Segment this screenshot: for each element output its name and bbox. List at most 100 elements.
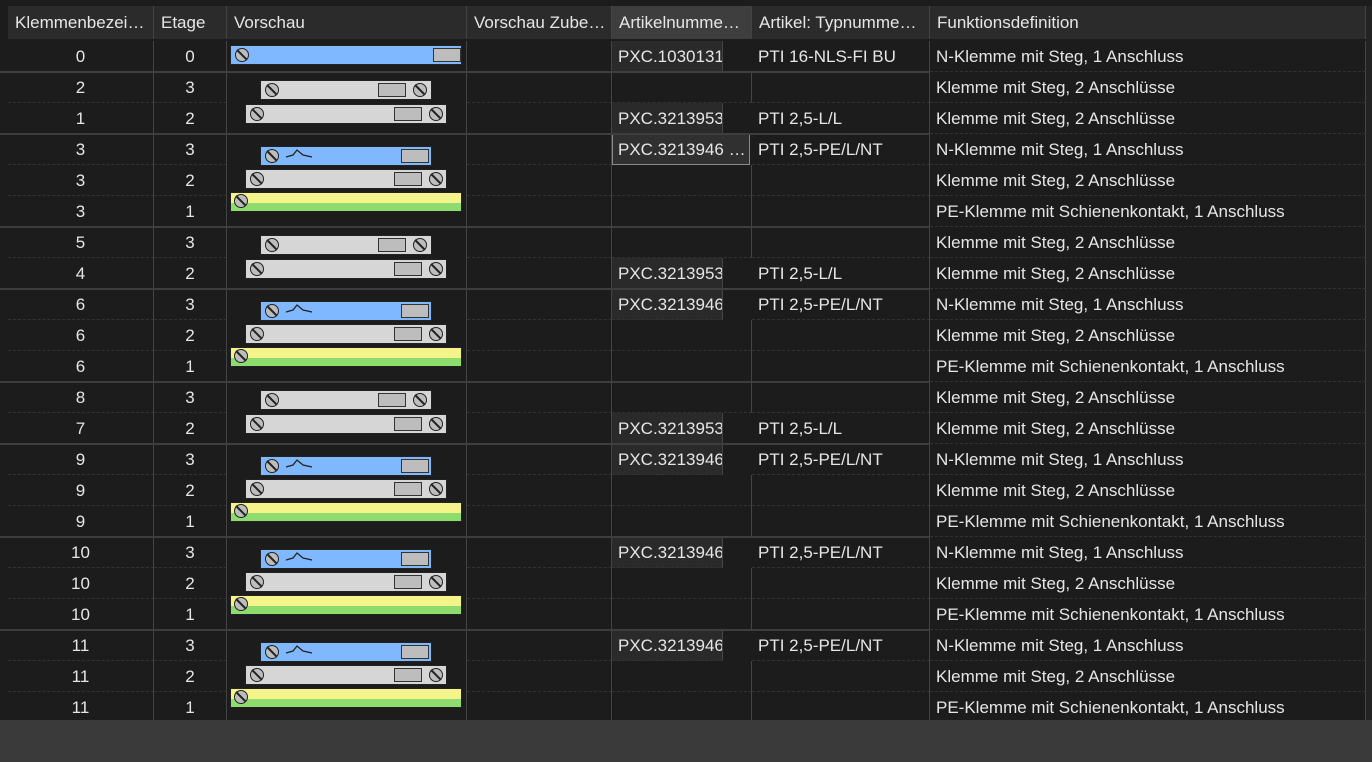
cell-vorschau-zubehoer[interactable] bbox=[467, 537, 612, 568]
cell-vorschau-zubehoer[interactable] bbox=[467, 41, 612, 72]
cell-etage[interactable]: 2 bbox=[154, 165, 227, 196]
cell-artikelnummer[interactable] bbox=[612, 382, 752, 413]
cell-artikelnummer[interactable] bbox=[612, 661, 752, 692]
cell-artikelnummer[interactable]: PXC.3213953 bbox=[612, 413, 723, 444]
cell-typnummer[interactable] bbox=[752, 568, 930, 599]
cell-klemme[interactable]: 10 bbox=[8, 568, 154, 599]
cell-etage[interactable]: 2 bbox=[154, 103, 227, 134]
cell-klemme[interactable]: 3 bbox=[8, 134, 154, 165]
cell-vorschau-zubehoer[interactable] bbox=[467, 692, 612, 720]
cell-funktionsdefinition[interactable]: Klemme mit Steg, 2 Anschlüsse bbox=[930, 165, 1366, 196]
cell-vorschau-zubehoer[interactable] bbox=[467, 134, 612, 165]
cell-klemme[interactable]: 10 bbox=[8, 537, 154, 568]
cell-etage[interactable]: 3 bbox=[154, 630, 227, 661]
terminal-preview[interactable] bbox=[227, 289, 467, 382]
terminal-preview[interactable] bbox=[227, 41, 467, 72]
cell-funktionsdefinition[interactable]: PE-Klemme mit Schienenkontakt, 1 Anschlu… bbox=[930, 351, 1366, 382]
cell-artikelnummer[interactable] bbox=[612, 165, 752, 196]
cell-funktionsdefinition[interactable]: Klemme mit Steg, 2 Anschlüsse bbox=[930, 320, 1366, 351]
cell-vorschau-zubehoer[interactable] bbox=[467, 382, 612, 413]
cell-funktionsdefinition[interactable]: Klemme mit Steg, 2 Anschlüsse bbox=[930, 72, 1366, 103]
column-header-vorschau-zubehoer[interactable]: Vorschau Zube… bbox=[467, 6, 612, 39]
cell-klemme[interactable]: 9 bbox=[8, 444, 154, 475]
cell-klemme[interactable]: 2 bbox=[8, 72, 154, 103]
cell-etage[interactable]: 2 bbox=[154, 661, 227, 692]
cell-etage[interactable]: 2 bbox=[154, 320, 227, 351]
cell-vorschau-zubehoer[interactable] bbox=[467, 599, 612, 630]
cell-typnummer[interactable]: PTI 2,5-PE/L/NT bbox=[752, 134, 930, 165]
cell-klemme[interactable]: 0 bbox=[8, 41, 154, 72]
cell-etage[interactable]: 2 bbox=[154, 413, 227, 444]
cell-klemme[interactable]: 9 bbox=[8, 506, 154, 537]
cell-etage[interactable]: 1 bbox=[154, 196, 227, 227]
cell-funktionsdefinition[interactable]: PE-Klemme mit Schienenkontakt, 1 Anschlu… bbox=[930, 599, 1366, 630]
cell-artikelnummer[interactable]: PXC.3213953 bbox=[612, 103, 723, 134]
cell-artikelnummer[interactable] bbox=[612, 72, 752, 103]
cell-klemme[interactable]: 11 bbox=[8, 661, 154, 692]
cell-funktionsdefinition[interactable]: Klemme mit Steg, 2 Anschlüsse bbox=[930, 258, 1366, 289]
cell-funktionsdefinition[interactable]: N-Klemme mit Steg, 1 Anschluss bbox=[930, 289, 1366, 320]
cell-vorschau-zubehoer[interactable] bbox=[467, 413, 612, 444]
cell-typnummer[interactable] bbox=[752, 320, 930, 351]
cell-funktionsdefinition[interactable]: Klemme mit Steg, 2 Anschlüsse bbox=[930, 103, 1366, 134]
cell-klemme[interactable]: 6 bbox=[8, 289, 154, 320]
cell-typnummer[interactable] bbox=[752, 475, 930, 506]
cell-typnummer[interactable] bbox=[752, 227, 930, 258]
cell-klemme[interactable]: 5 bbox=[8, 227, 154, 258]
cell-funktionsdefinition[interactable]: Klemme mit Steg, 2 Anschlüsse bbox=[930, 568, 1366, 599]
terminal-preview[interactable] bbox=[227, 444, 467, 537]
cell-etage[interactable]: 3 bbox=[154, 227, 227, 258]
cell-etage[interactable]: 2 bbox=[154, 568, 227, 599]
cell-vorschau-zubehoer[interactable] bbox=[467, 568, 612, 599]
cell-typnummer[interactable] bbox=[752, 165, 930, 196]
cell-vorschau-zubehoer[interactable] bbox=[467, 196, 612, 227]
cell-klemme[interactable]: 11 bbox=[8, 692, 154, 720]
cell-vorschau-zubehoer[interactable] bbox=[467, 444, 612, 475]
cell-artikelnummer[interactable] bbox=[612, 506, 752, 537]
cell-funktionsdefinition[interactable]: N-Klemme mit Steg, 1 Anschluss bbox=[930, 444, 1366, 475]
terminal-preview[interactable] bbox=[227, 630, 467, 720]
cell-typnummer[interactable] bbox=[752, 196, 930, 227]
cell-typnummer[interactable]: PTI 16-NLS-FI BU bbox=[752, 41, 930, 72]
cell-artikelnummer[interactable]: PXC.3213946 bbox=[612, 630, 723, 661]
cell-klemme[interactable]: 1 bbox=[8, 103, 154, 134]
cell-klemme[interactable]: 8 bbox=[8, 382, 154, 413]
cell-funktionsdefinition[interactable]: N-Klemme mit Steg, 1 Anschluss bbox=[930, 134, 1366, 165]
cell-klemme[interactable]: 3 bbox=[8, 196, 154, 227]
cell-typnummer[interactable]: PTI 2,5-PE/L/NT bbox=[752, 537, 930, 568]
terminal-preview[interactable] bbox=[227, 227, 467, 289]
column-header-etage[interactable]: Etage bbox=[154, 6, 227, 39]
cell-funktionsdefinition[interactable]: N-Klemme mit Steg, 1 Anschluss bbox=[930, 41, 1366, 72]
cell-vorschau-zubehoer[interactable] bbox=[467, 289, 612, 320]
cell-vorschau-zubehoer[interactable] bbox=[467, 351, 612, 382]
cell-etage[interactable]: 2 bbox=[154, 475, 227, 506]
cell-funktionsdefinition[interactable]: PE-Klemme mit Schienenkontakt, 1 Anschlu… bbox=[930, 506, 1366, 537]
cell-artikelnummer[interactable] bbox=[612, 599, 752, 630]
cell-klemme[interactable]: 9 bbox=[8, 475, 154, 506]
cell-typnummer[interactable] bbox=[752, 351, 930, 382]
column-header-artikelnummer[interactable]: Artikelnumme… bbox=[612, 6, 752, 39]
cell-artikelnummer[interactable]: PXC.3213946 bbox=[612, 289, 723, 320]
cell-etage[interactable]: 3 bbox=[154, 537, 227, 568]
column-header-vorschau[interactable]: Vorschau bbox=[227, 6, 467, 39]
cell-etage[interactable]: 3 bbox=[154, 444, 227, 475]
cell-etage[interactable]: 3 bbox=[154, 289, 227, 320]
cell-klemme[interactable]: 6 bbox=[8, 351, 154, 382]
cell-funktionsdefinition[interactable]: N-Klemme mit Steg, 1 Anschluss bbox=[930, 630, 1366, 661]
cell-typnummer[interactable] bbox=[752, 599, 930, 630]
cell-artikelnummer[interactable]: PXC.1030131 bbox=[612, 41, 723, 72]
cell-etage[interactable]: 3 bbox=[154, 382, 227, 413]
cell-etage[interactable]: 1 bbox=[154, 599, 227, 630]
cell-artikelnummer[interactable] bbox=[612, 320, 752, 351]
cell-typnummer[interactable]: PTI 2,5-L/L bbox=[752, 103, 930, 134]
terminal-preview[interactable] bbox=[227, 72, 467, 134]
column-header-typnummer[interactable]: Artikel: Typnumme… bbox=[752, 6, 930, 39]
cell-typnummer[interactable]: PTI 2,5-L/L bbox=[752, 413, 930, 444]
cell-artikelnummer[interactable] bbox=[612, 227, 752, 258]
cell-vorschau-zubehoer[interactable] bbox=[467, 475, 612, 506]
cell-typnummer[interactable]: PTI 2,5-PE/L/NT bbox=[752, 289, 930, 320]
cell-klemme[interactable]: 6 bbox=[8, 320, 154, 351]
column-header-funktionsdefinition[interactable]: Funktionsdefinition bbox=[930, 6, 1366, 39]
terminal-preview[interactable] bbox=[227, 134, 467, 227]
cell-typnummer[interactable]: PTI 2,5-PE/L/NT bbox=[752, 630, 930, 661]
